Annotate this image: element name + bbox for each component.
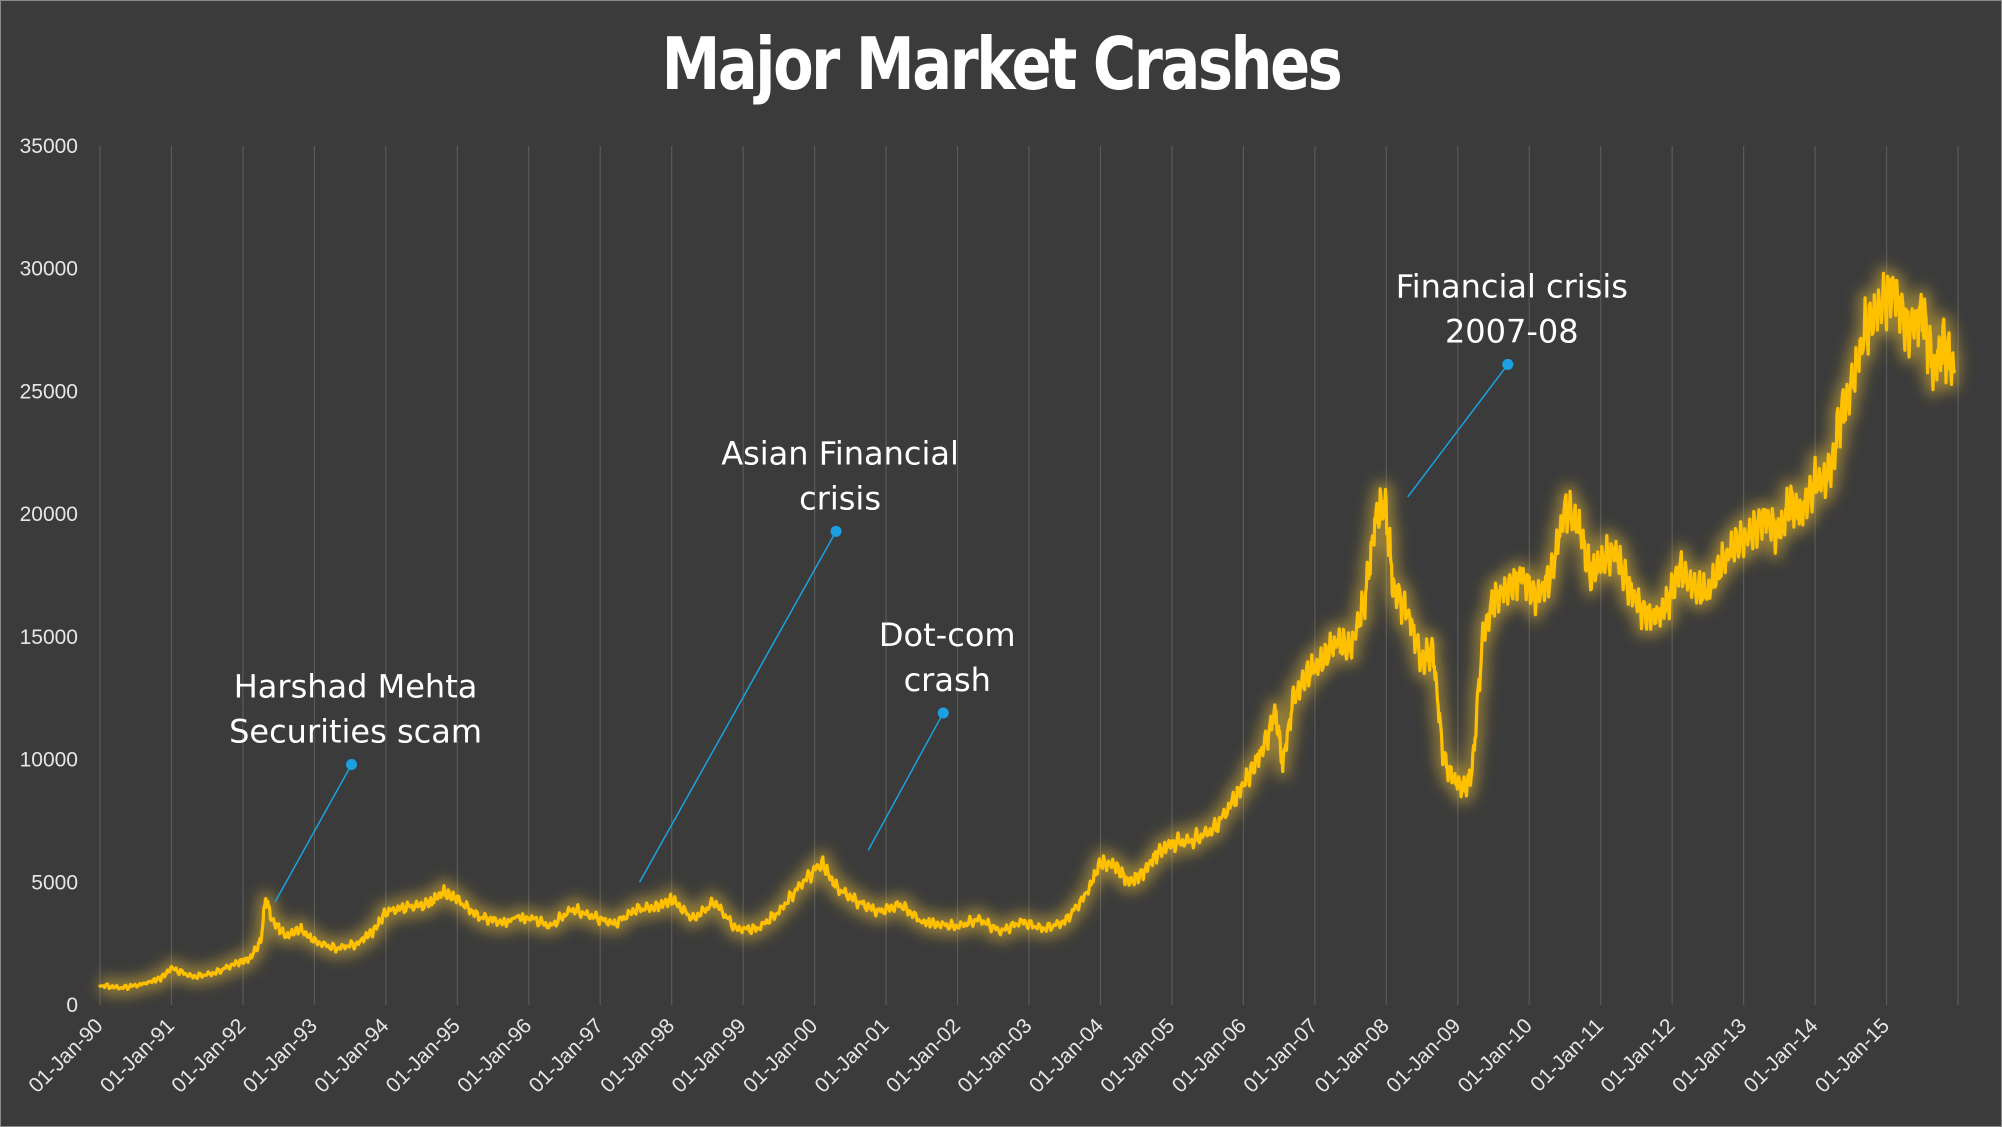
annotation-label: Dot-com [879,616,1016,654]
annotation-leader-line [1407,363,1509,498]
x-tick-label: 01-Jan-99 [668,1014,751,1097]
annotation-marker [1502,358,1514,370]
annotation-label: 2007-08 [1445,312,1579,350]
x-tick-label: 01-Jan-08 [1311,1014,1394,1097]
annotation-label: crash [904,661,991,699]
x-tick-label: 01-Jan-91 [96,1014,179,1097]
x-tick-label: 01-Jan-01 [810,1014,893,1097]
series-line [98,271,1956,991]
annotation-marker [937,707,949,719]
x-tick-label: 01-Jan-04 [1025,1014,1108,1097]
chart-title: Major Market Crashes [661,22,1343,106]
annotation-label: Securities scam [229,712,482,750]
x-tick-label: 01-Jan-03 [953,1014,1036,1097]
x-tick-label: 01-Jan-93 [239,1014,322,1097]
annotation-label: crisis [799,479,881,517]
y-tick-label: 30000 [20,258,78,281]
x-tick-label: 01-Jan-95 [382,1014,465,1097]
y-tick-label: 0 [66,994,78,1017]
y-tick-label: 25000 [20,380,78,403]
annotation-label: Asian Financial [721,434,959,472]
x-tick-label: 01-Jan-96 [453,1014,536,1097]
annotation-leader-line [867,712,944,851]
y-axis: 0 5000 10000 15000 20000 25000 30000 35000 [20,135,78,1017]
annotation-leader-line [274,764,353,903]
annotations: Harshad Mehta Securities scam Asian Financ… [229,267,1628,903]
x-tick-label: 01-Jan-97 [525,1014,608,1097]
y-tick-label: 5000 [31,871,78,894]
y-tick-label: 20000 [20,503,78,526]
annotation-marker [346,758,358,770]
x-tick-label: 01-Jan-02 [882,1014,965,1097]
x-tick-label: 01-Jan-14 [1739,1014,1822,1097]
y-tick-label: 35000 [20,135,78,158]
x-tick-label: 01-Jan-94 [310,1014,393,1097]
x-tick-label: 01-Jan-11 [1526,1014,1608,1096]
x-tick-label: 01-Jan-05 [1096,1014,1179,1097]
x-tick-label: 01-Jan-13 [1668,1014,1751,1097]
x-axis: 01-Jan-9001-Jan-9101-Jan-9201-Jan-9301-J… [24,1014,1894,1097]
annotation-marker [830,525,842,537]
x-tick-label: 01-Jan-92 [167,1014,250,1097]
x-tick-label: 01-Jan-07 [1239,1014,1322,1097]
y-tick-label: 10000 [20,749,78,772]
annotation-label: Financial crisis [1396,267,1628,305]
x-tick-label: 01-Jan-09 [1382,1014,1465,1097]
x-tick-label: 01-Jan-90 [24,1014,107,1097]
annotation-leader-line [638,530,837,883]
x-tick-label: 01-Jan-98 [596,1014,679,1097]
annotation-label: Harshad Mehta [234,667,478,705]
x-tick-label: 01-Jan-10 [1454,1014,1537,1097]
series-layer [94,266,1962,997]
x-tick-label: 01-Jan-00 [739,1014,822,1097]
series-glow [94,266,1962,997]
x-tick-label: 01-Jan-15 [1811,1014,1894,1097]
y-tick-label: 15000 [20,626,78,649]
x-tick-label: 01-Jan-06 [1168,1014,1251,1097]
x-tick-label: 01-Jan-12 [1597,1014,1680,1097]
